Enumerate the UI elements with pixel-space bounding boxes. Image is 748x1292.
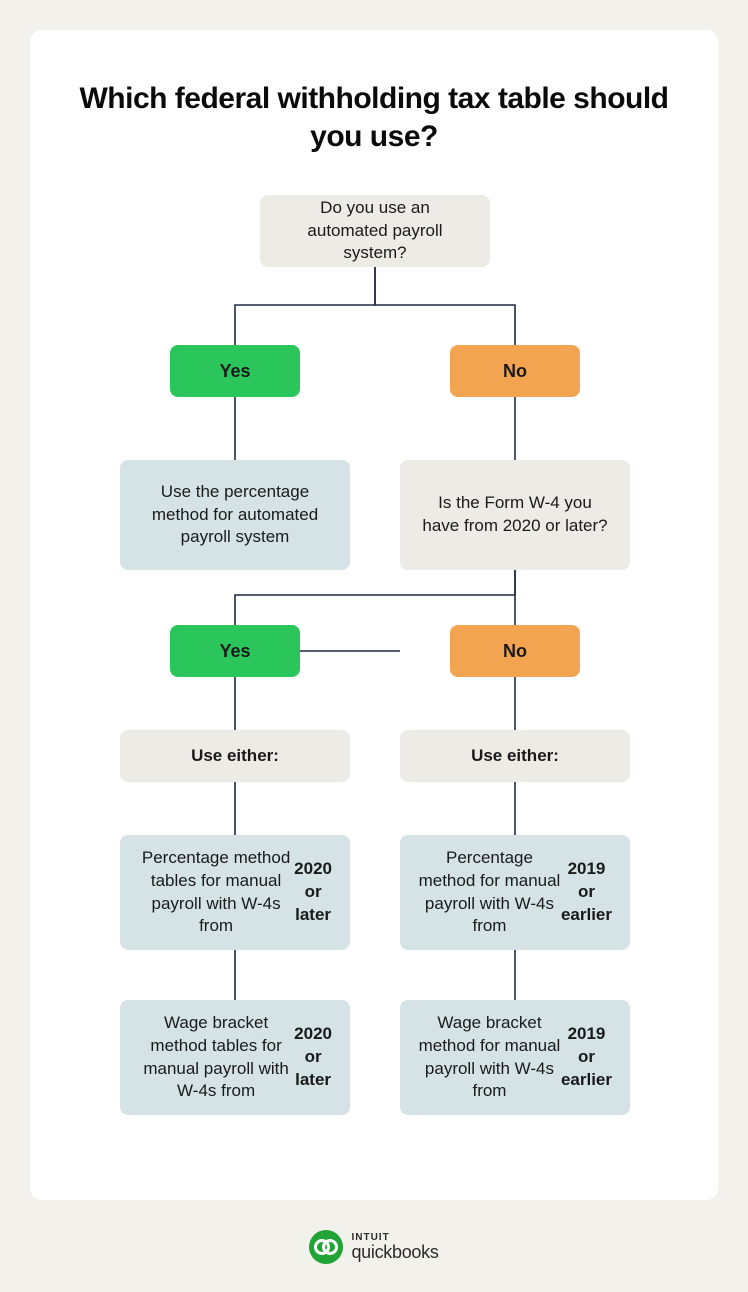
brand-footer: INTUIT quickbooks (0, 1230, 748, 1264)
node-wR: Wage bracket method for manual payroll w… (400, 1000, 630, 1115)
brand-text: INTUIT quickbooks (351, 1233, 438, 1261)
card: Which federal withholding tax table shou… (30, 30, 718, 1200)
node-q1: Do you use an automated payroll system? (260, 195, 490, 267)
node-wL: Wage bracket method tables for manual pa… (120, 1000, 350, 1115)
node-hL: Use either: (120, 730, 350, 782)
node-yes2: Yes (170, 625, 300, 677)
node-pR: Percentage method for manual payroll wit… (400, 835, 630, 950)
quickbooks-logo-icon (309, 1230, 343, 1264)
node-no1: No (450, 345, 580, 397)
node-yes1: Yes (170, 345, 300, 397)
node-q2: Is the Form W-4 you have from 2020 or la… (400, 460, 630, 570)
flowchart-canvas: Do you use an automated payroll system? Y… (70, 195, 678, 1185)
brand-bottom: quickbooks (351, 1243, 438, 1261)
page-title: Which federal withholding tax table shou… (70, 80, 678, 155)
node-l1: Use the percentage method for automated … (120, 460, 350, 570)
node-pL: Percentage method tables for manual payr… (120, 835, 350, 950)
node-hR: Use either: (400, 730, 630, 782)
node-no2: No (450, 625, 580, 677)
